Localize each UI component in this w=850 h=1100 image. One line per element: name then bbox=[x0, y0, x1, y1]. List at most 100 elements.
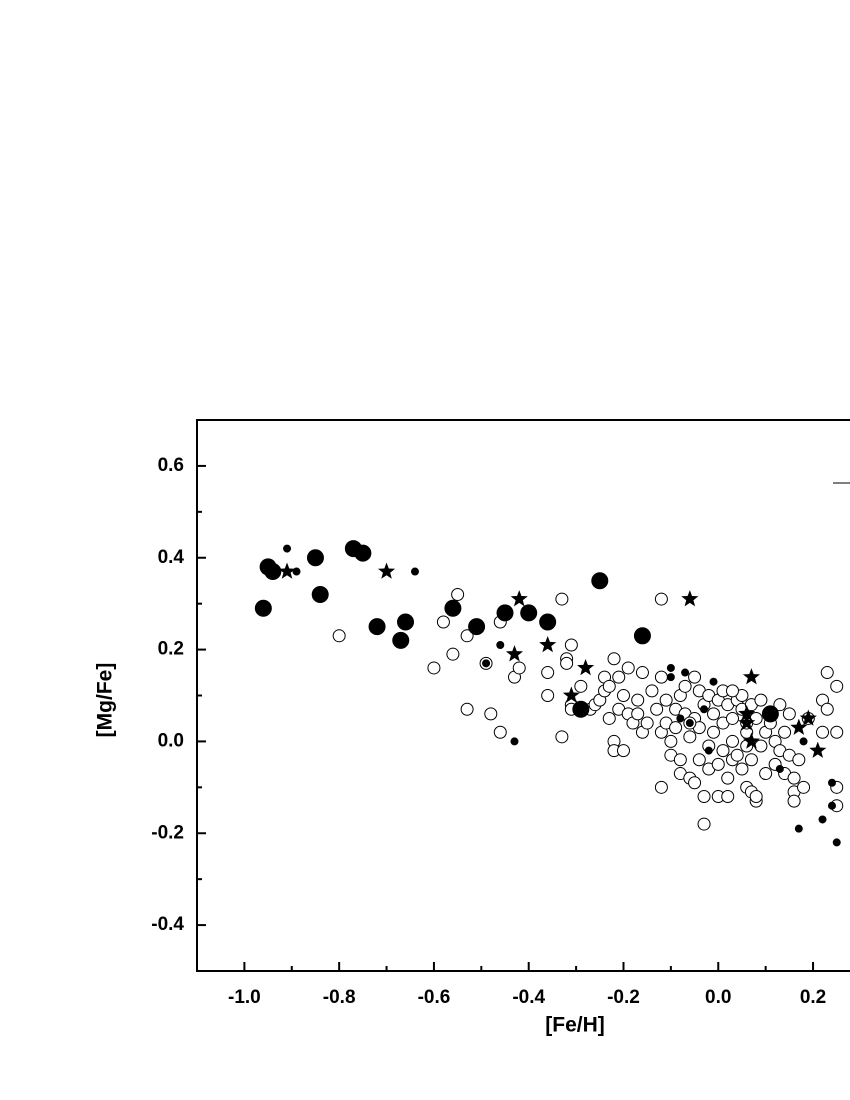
open-point bbox=[612, 670, 626, 684]
filled-point bbox=[794, 824, 803, 833]
filled-point bbox=[368, 618, 386, 636]
open-point bbox=[602, 679, 616, 693]
open-point bbox=[616, 744, 630, 758]
open-point bbox=[541, 666, 555, 680]
open-point bbox=[725, 684, 739, 698]
open-point bbox=[725, 711, 739, 725]
open-point bbox=[602, 711, 616, 725]
y-tick-label: 0.2 bbox=[158, 639, 184, 660]
open-point bbox=[669, 721, 683, 735]
filled-point bbox=[666, 663, 675, 672]
open-point bbox=[564, 638, 578, 652]
filled-point bbox=[482, 659, 491, 668]
filled-point bbox=[572, 700, 590, 718]
open-point bbox=[654, 780, 668, 794]
filled-point bbox=[311, 585, 329, 603]
x-axis-label: [Fe/H] bbox=[545, 1014, 605, 1037]
open-point bbox=[716, 744, 730, 758]
star-point bbox=[738, 714, 756, 731]
filled-point bbox=[254, 599, 272, 617]
open-point bbox=[730, 748, 744, 762]
open-point bbox=[792, 753, 806, 767]
y-tick-label: 0.6 bbox=[158, 455, 184, 476]
open-point bbox=[460, 702, 474, 716]
filled-point bbox=[392, 631, 410, 649]
open-point bbox=[659, 693, 673, 707]
open-point bbox=[460, 629, 474, 643]
open-point bbox=[721, 771, 735, 785]
open-point bbox=[778, 725, 792, 739]
filled-point bbox=[827, 778, 836, 787]
open-point bbox=[673, 753, 687, 767]
filled-point bbox=[685, 719, 694, 728]
filled-point bbox=[468, 618, 486, 636]
filled-point bbox=[818, 815, 827, 824]
filled-point bbox=[283, 544, 292, 553]
open-point bbox=[782, 707, 796, 721]
open-point bbox=[436, 615, 450, 629]
open-point bbox=[555, 592, 569, 606]
filled-point bbox=[666, 673, 675, 682]
filled-point bbox=[510, 737, 519, 746]
filled-point bbox=[709, 677, 718, 686]
filled-point bbox=[496, 604, 514, 622]
open-point bbox=[683, 730, 697, 744]
open-point bbox=[820, 666, 834, 680]
open-point bbox=[830, 725, 844, 739]
open-point bbox=[493, 725, 507, 739]
filled-point bbox=[354, 544, 372, 562]
open-point bbox=[607, 652, 621, 666]
open-point bbox=[697, 817, 711, 831]
open-point bbox=[541, 689, 555, 702]
y-tick-label: -0.2 bbox=[151, 822, 184, 843]
open-point bbox=[688, 670, 702, 684]
open-point bbox=[816, 725, 830, 739]
open-point bbox=[451, 587, 465, 601]
filled-point bbox=[539, 613, 557, 631]
open-point bbox=[773, 698, 787, 712]
open-point bbox=[754, 693, 768, 707]
filled-point bbox=[704, 746, 713, 755]
open-point bbox=[427, 661, 441, 675]
filled-point bbox=[444, 599, 462, 617]
star-point bbox=[562, 686, 580, 703]
open-point bbox=[654, 670, 668, 684]
open-point bbox=[830, 679, 844, 693]
star-point bbox=[377, 562, 396, 579]
filled-point bbox=[591, 572, 609, 590]
open-point bbox=[616, 689, 630, 702]
star-point bbox=[577, 658, 595, 676]
open-point bbox=[621, 661, 635, 675]
star-point bbox=[505, 645, 524, 662]
filled-point bbox=[397, 613, 415, 631]
open-point bbox=[484, 707, 498, 721]
filled-point bbox=[520, 604, 538, 622]
filled-point bbox=[633, 627, 651, 645]
open-point bbox=[697, 790, 711, 804]
y-tick-label: -0.4 bbox=[151, 914, 184, 935]
open-point bbox=[725, 734, 739, 748]
filled-point bbox=[799, 737, 808, 746]
open-point bbox=[574, 679, 588, 693]
open-point bbox=[787, 771, 801, 785]
filled-point bbox=[264, 563, 282, 581]
filled-point bbox=[681, 668, 690, 677]
open-point bbox=[754, 739, 768, 753]
open-point bbox=[560, 656, 574, 670]
open-point bbox=[512, 661, 526, 675]
filled-point bbox=[775, 764, 784, 773]
x-tick-label: -0.2 bbox=[607, 987, 640, 1008]
filled-point bbox=[410, 567, 419, 576]
star-point bbox=[681, 590, 699, 607]
open-point bbox=[787, 794, 801, 808]
open-point bbox=[654, 592, 668, 606]
star-point bbox=[742, 732, 760, 749]
open-point bbox=[555, 730, 569, 744]
y-axis-label: [Mg/Fe] bbox=[94, 663, 117, 738]
open-point bbox=[692, 753, 706, 767]
filled-point bbox=[292, 567, 301, 576]
star-point bbox=[809, 741, 827, 758]
open-point bbox=[645, 684, 659, 698]
open-point bbox=[721, 790, 735, 804]
